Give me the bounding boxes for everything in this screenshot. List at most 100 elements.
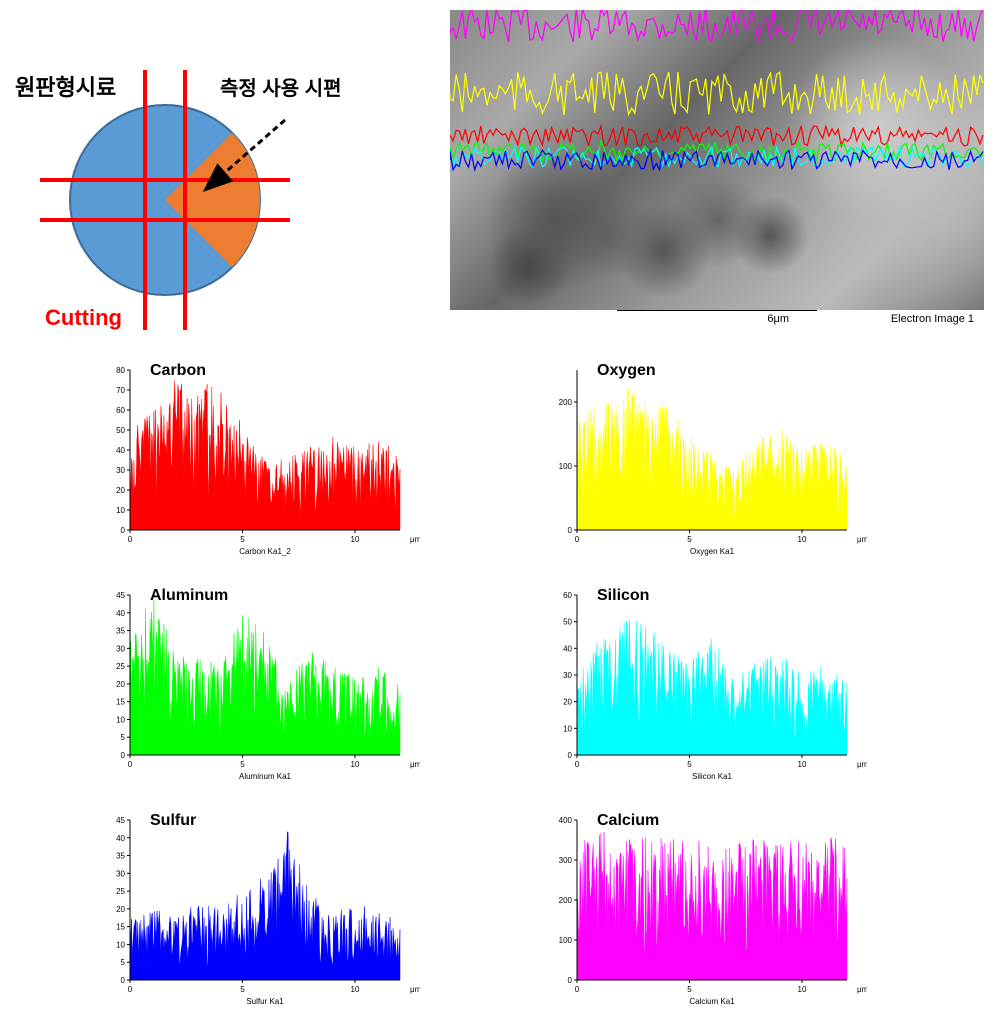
svg-text:Aluminum Ka1: Aluminum Ka1	[239, 772, 292, 781]
svg-text:40: 40	[563, 644, 572, 653]
svg-text:Oxygen Ka1: Oxygen Ka1	[690, 547, 735, 556]
svg-text:0: 0	[575, 535, 580, 544]
sem-overlay	[450, 10, 984, 310]
svg-text:40: 40	[116, 609, 125, 618]
svg-text:30: 30	[563, 671, 572, 680]
svg-text:0: 0	[575, 985, 580, 994]
chart-title: Carbon	[150, 362, 206, 380]
svg-text:15: 15	[116, 698, 125, 707]
svg-text:0: 0	[121, 751, 126, 760]
svg-text:25: 25	[116, 662, 125, 671]
svg-text:5: 5	[121, 958, 126, 967]
svg-text:μm: μm	[410, 985, 420, 994]
chart-title: Aluminum	[150, 587, 228, 605]
svg-text:20: 20	[116, 680, 125, 689]
svg-text:200: 200	[559, 398, 573, 407]
svg-text:Carbon Ka1_2: Carbon Ka1_2	[239, 547, 291, 556]
svg-text:30: 30	[116, 644, 125, 653]
svg-text:200: 200	[559, 896, 573, 905]
svg-text:10: 10	[351, 760, 360, 769]
svg-text:Sulfur Ka1: Sulfur Ka1	[246, 997, 284, 1006]
svg-text:25: 25	[116, 887, 125, 896]
svg-text:5: 5	[121, 733, 126, 742]
chart-aluminum: Aluminum 0 5 10 15 20 25 30 35 40 45 0 5 10 μm Aluminum…	[90, 585, 457, 790]
chart-svg: 0 5 10 15 20 25 30 35 40 45 0 5 10 μm Sulfur Ka1	[90, 810, 420, 1010]
svg-text:0: 0	[121, 526, 126, 535]
chart-silicon: Silicon01020304050600510μmSilicon Ka1	[537, 585, 904, 790]
svg-text:0: 0	[568, 976, 573, 985]
chart-title: Silicon	[597, 587, 649, 605]
diagram-title-left: 원판형시료	[15, 75, 116, 100]
cutting-label: Cutting	[45, 305, 122, 330]
svg-text:60: 60	[116, 406, 125, 415]
svg-text:10: 10	[351, 985, 360, 994]
chart-svg: 01002003004000510μmCalcium Ka1	[537, 810, 867, 1010]
svg-text:30: 30	[116, 869, 125, 878]
svg-text:10: 10	[116, 715, 125, 724]
svg-text:45: 45	[116, 816, 125, 825]
svg-text:10: 10	[563, 724, 572, 733]
svg-text:5: 5	[240, 760, 245, 769]
svg-text:0: 0	[121, 976, 126, 985]
svg-text:0: 0	[128, 985, 133, 994]
svg-text:5: 5	[240, 985, 245, 994]
svg-text:μm: μm	[857, 985, 867, 994]
charts-grid: Carbon010203040506070800510μmCarbon Ka1_…	[10, 360, 984, 1015]
diagram-svg: 원판형시료 측정 사용 시편 Cutting	[10, 10, 410, 340]
svg-text:35: 35	[116, 627, 125, 636]
svg-text:0: 0	[128, 535, 133, 544]
svg-text:300: 300	[559, 856, 573, 865]
svg-text:Silicon Ka1: Silicon Ka1	[692, 772, 733, 781]
sem-panel: 6μm Electron Image 1	[450, 10, 984, 340]
scale-label: 6μm	[767, 313, 789, 325]
chart-svg: 01020304050600510μmSilicon Ka1	[537, 585, 867, 785]
svg-text:5: 5	[687, 535, 692, 544]
svg-text:0: 0	[128, 760, 133, 769]
sem-scalebar: 6μm Electron Image 1	[450, 311, 984, 327]
svg-text:Calcium Ka1: Calcium Ka1	[689, 997, 735, 1006]
svg-text:30: 30	[116, 466, 125, 475]
cutting-diagram: 원판형시료 측정 사용 시편 Cutting	[10, 10, 410, 340]
svg-text:15: 15	[116, 923, 125, 932]
svg-text:0: 0	[568, 526, 573, 535]
svg-text:40: 40	[116, 446, 125, 455]
svg-text:μm: μm	[410, 760, 420, 769]
svg-text:70: 70	[116, 386, 125, 395]
svg-text:μm: μm	[410, 535, 420, 544]
top-row: 원판형시료 측정 사용 시편 Cutting 6μm Electron Imag…	[10, 10, 984, 340]
svg-text:5: 5	[240, 535, 245, 544]
chart-svg: 0 5 10 15 20 25 30 35 40 45 0 5 10 μm Aluminum Ka1	[90, 585, 420, 785]
svg-text:45: 45	[116, 591, 125, 600]
svg-text:100: 100	[559, 462, 573, 471]
svg-text:40: 40	[116, 834, 125, 843]
svg-text:10: 10	[116, 940, 125, 949]
chart-sulfur: Sulfur 0 5 10 15 20 25 30 35 40 45 0 5 10 μm Sulfur Ka1	[90, 810, 457, 1015]
svg-text:10: 10	[798, 985, 807, 994]
svg-text:10: 10	[116, 506, 125, 515]
chart-carbon: Carbon010203040506070800510μmCarbon Ka1_…	[90, 360, 457, 565]
chart-calcium: Calcium01002003004000510μmCalcium Ka1	[537, 810, 904, 1015]
svg-text:100: 100	[559, 936, 573, 945]
chart-title: Calcium	[597, 812, 659, 830]
image-label: Electron Image 1	[891, 313, 974, 325]
svg-text:μm: μm	[857, 535, 867, 544]
svg-text:0: 0	[575, 760, 580, 769]
chart-oxygen: Oxygen01002000510μmOxygen Ka1	[537, 360, 904, 565]
svg-text:20: 20	[116, 486, 125, 495]
svg-text:10: 10	[798, 760, 807, 769]
chart-svg: 0 100 200 0 5 10 μm Oxygen Ka1	[537, 360, 867, 560]
svg-text:20: 20	[116, 905, 125, 914]
chart-title: Sulfur	[150, 812, 196, 830]
svg-text:50: 50	[116, 426, 125, 435]
svg-text:10: 10	[351, 535, 360, 544]
svg-text:60: 60	[563, 591, 572, 600]
diagram-title-right: 측정 사용 시편	[220, 77, 342, 100]
svg-text:5: 5	[687, 985, 692, 994]
chart-svg: 010203040506070800510μmCarbon Ka1_2	[90, 360, 420, 560]
svg-text:35: 35	[116, 852, 125, 861]
svg-text:20: 20	[563, 698, 572, 707]
svg-text:5: 5	[687, 760, 692, 769]
svg-text:0: 0	[568, 751, 573, 760]
svg-text:10: 10	[798, 535, 807, 544]
svg-text:50: 50	[563, 618, 572, 627]
